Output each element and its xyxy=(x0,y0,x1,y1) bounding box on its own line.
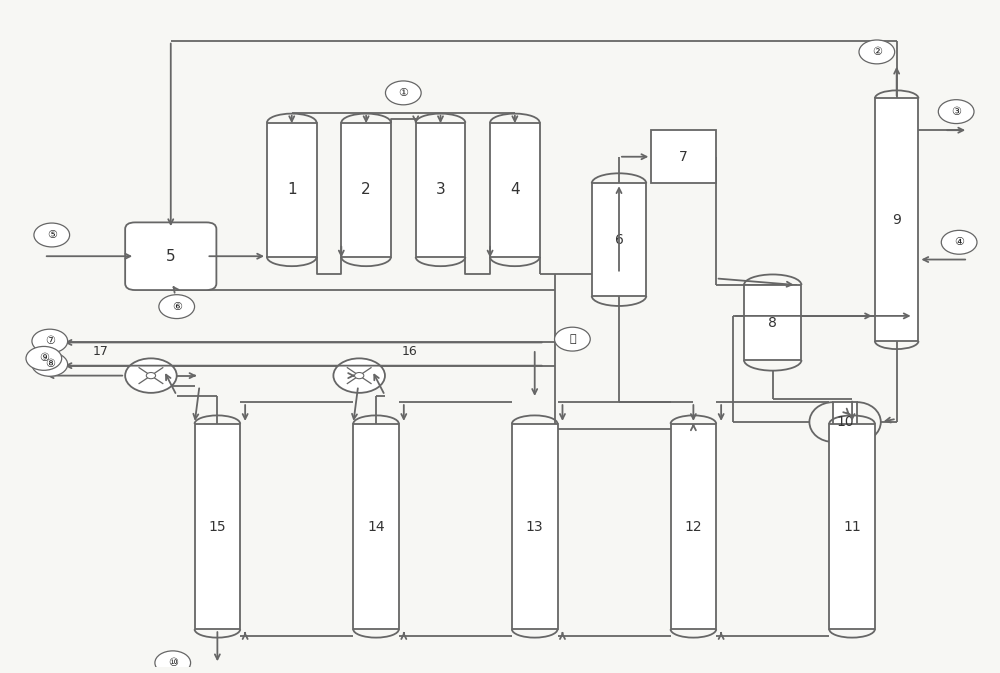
Circle shape xyxy=(938,100,974,124)
Text: 6: 6 xyxy=(615,233,623,246)
Text: 3: 3 xyxy=(436,182,445,197)
Text: ⑨: ⑨ xyxy=(39,353,49,363)
Bar xyxy=(490,122,540,257)
Circle shape xyxy=(555,327,590,351)
Bar xyxy=(416,122,465,257)
Bar xyxy=(829,424,875,629)
Bar xyxy=(353,424,399,629)
FancyBboxPatch shape xyxy=(125,222,216,290)
Circle shape xyxy=(941,230,977,254)
Circle shape xyxy=(32,329,68,353)
Bar xyxy=(833,402,857,442)
Text: 5: 5 xyxy=(166,249,176,264)
Text: 10: 10 xyxy=(836,415,854,429)
Text: 15: 15 xyxy=(209,520,226,534)
Circle shape xyxy=(26,347,62,370)
Text: ③: ③ xyxy=(951,106,961,116)
Text: ④: ④ xyxy=(954,238,964,247)
Text: 1: 1 xyxy=(287,182,297,197)
Text: 12: 12 xyxy=(685,520,702,534)
Circle shape xyxy=(34,223,70,247)
Text: 11: 11 xyxy=(843,520,861,534)
Text: 9: 9 xyxy=(892,213,901,227)
Text: ②: ② xyxy=(872,47,882,57)
Bar xyxy=(195,424,240,629)
Text: 8: 8 xyxy=(768,316,777,330)
Text: ⑧: ⑧ xyxy=(45,359,55,369)
Bar xyxy=(671,424,716,629)
Text: 13: 13 xyxy=(526,520,544,534)
Bar xyxy=(744,285,801,360)
Circle shape xyxy=(333,358,385,393)
Text: 16: 16 xyxy=(402,345,418,358)
Circle shape xyxy=(155,651,191,673)
Bar xyxy=(341,122,391,257)
Text: ⑦: ⑦ xyxy=(45,336,55,346)
Bar xyxy=(512,424,558,629)
Circle shape xyxy=(32,353,68,376)
Text: 14: 14 xyxy=(367,520,385,534)
Text: ⑤: ⑤ xyxy=(47,230,57,240)
Circle shape xyxy=(859,40,895,64)
Bar xyxy=(592,183,646,296)
Bar xyxy=(875,98,918,341)
Text: ⑩: ⑩ xyxy=(168,658,178,668)
Text: 2: 2 xyxy=(361,182,371,197)
Circle shape xyxy=(355,373,364,379)
Circle shape xyxy=(146,373,156,379)
Text: 17: 17 xyxy=(92,345,108,358)
Bar xyxy=(267,122,317,257)
Text: ⑪: ⑪ xyxy=(569,334,576,344)
Circle shape xyxy=(125,358,177,393)
Text: 7: 7 xyxy=(679,149,688,164)
Circle shape xyxy=(159,295,195,318)
Text: ①: ① xyxy=(398,88,408,98)
Text: ⑥: ⑥ xyxy=(172,302,182,312)
Circle shape xyxy=(385,81,421,105)
Text: 4: 4 xyxy=(510,182,520,197)
Bar xyxy=(651,130,716,183)
